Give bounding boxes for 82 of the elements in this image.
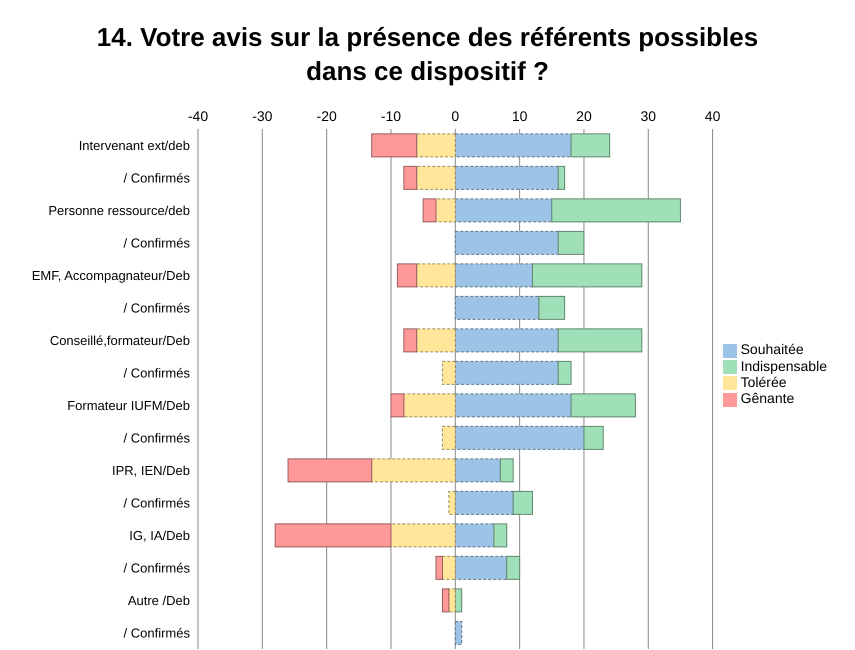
bar <box>454 556 508 580</box>
y-tick-label: / Confirmés <box>124 365 190 380</box>
bar <box>454 166 559 190</box>
bar <box>436 556 443 580</box>
bar <box>454 198 552 222</box>
bar <box>551 198 681 222</box>
bar <box>371 458 456 482</box>
legend-label: Tolérée <box>740 374 787 390</box>
bar <box>570 393 636 418</box>
x-tick-label: -40 <box>188 108 208 124</box>
bar <box>538 296 566 320</box>
bar <box>454 328 559 352</box>
bar <box>512 490 533 515</box>
y-tick-label: Formateur IUFM/Deb <box>67 398 190 413</box>
legend-label: Souhaitée <box>740 341 804 358</box>
bar <box>436 198 456 222</box>
bar <box>558 328 642 352</box>
bar <box>416 263 456 288</box>
bar <box>454 230 559 255</box>
bar <box>288 458 372 482</box>
bar <box>583 426 604 450</box>
y-tick-label: / Confirmés <box>124 560 190 576</box>
bar <box>558 360 572 385</box>
bar <box>416 166 456 190</box>
bar <box>454 263 533 288</box>
x-tick-label: -30 <box>252 108 273 124</box>
bar <box>416 133 456 158</box>
x-tick-label: -20 <box>316 108 337 124</box>
bar <box>422 198 436 222</box>
bar <box>506 556 520 580</box>
bar <box>371 133 418 158</box>
y-tick-label: EMF, Accompagnateur/Deb <box>32 268 190 283</box>
bar <box>442 556 456 580</box>
bar <box>493 523 508 548</box>
bar <box>558 166 566 190</box>
bar <box>442 426 456 450</box>
bar <box>454 620 462 645</box>
chart-title: 14. Votre avis sur la présence des référents possibles dans ce dispositif ? <box>96 21 760 88</box>
bar <box>390 393 404 418</box>
bar <box>454 360 559 385</box>
bar <box>448 490 456 515</box>
bar <box>390 523 456 548</box>
bar <box>416 328 456 352</box>
bar <box>454 133 572 158</box>
bar <box>403 166 418 190</box>
y-tick-label: Autre /Deb <box>128 592 190 608</box>
y-tick-label: IG, IA/Deb <box>129 528 190 543</box>
y-tick-label: / Confirmés <box>124 300 190 316</box>
bar <box>403 328 418 352</box>
y-tick-label: / Confirmés <box>124 170 190 186</box>
y-tick-label: / Confirmés <box>124 430 190 446</box>
bar <box>532 263 642 288</box>
legend-label: Gênante <box>740 390 794 406</box>
bar <box>403 393 456 418</box>
x-tick-label: 20 <box>576 108 592 124</box>
bar <box>454 393 572 418</box>
bar <box>448 588 456 612</box>
y-tick-label: Intervenant ext/deb <box>78 138 190 153</box>
bar <box>500 458 514 482</box>
bar <box>454 296 540 320</box>
x-tick-label: 30 <box>640 108 656 124</box>
bar <box>396 263 418 288</box>
bar <box>454 523 494 548</box>
bar <box>454 490 514 515</box>
y-tick-label: Personne ressource/deb <box>48 202 190 218</box>
x-tick-label: 40 <box>704 108 721 124</box>
y-tick-label: / Confirmés <box>124 625 190 640</box>
bar <box>558 230 584 255</box>
y-tick-label: / Confirmés <box>124 235 190 250</box>
x-tick-label: 0 <box>451 108 460 124</box>
legend-label: Indispensable <box>740 358 827 374</box>
bar <box>442 588 450 612</box>
bar <box>570 133 610 158</box>
y-tick-label: / Confirmés <box>124 495 190 510</box>
bar <box>454 458 501 482</box>
bar <box>274 523 392 548</box>
bar <box>454 426 584 450</box>
x-tick-label: 10 <box>512 108 528 124</box>
bar <box>442 360 456 385</box>
y-tick-label: IPR, IEN/Deb <box>112 462 190 478</box>
y-tick-label: Conseillé,formateur/Deb <box>50 332 190 348</box>
x-tick-label: -10 <box>380 108 402 124</box>
